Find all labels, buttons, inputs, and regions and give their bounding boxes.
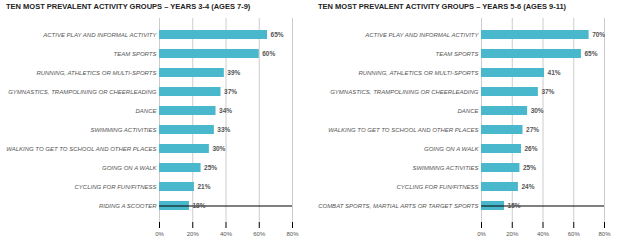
svg-text:WALKING TO GET TO SCHOOL AND O: WALKING TO GET TO SCHOOL AND OTHER PLACE… xyxy=(328,127,478,133)
svg-text:37%: 37% xyxy=(541,88,554,95)
svg-text:SWIMMING ACTIVITIES: SWIMMING ACTIVITIES xyxy=(90,127,156,133)
svg-text:65%: 65% xyxy=(271,31,284,38)
svg-text:COMBAT SPORTS, MARTIAL ARTS OR: COMBAT SPORTS, MARTIAL ARTS OR TARGET SP… xyxy=(318,203,478,209)
svg-text:GYMNASTICS, TRAMPOLINING OR CH: GYMNASTICS, TRAMPOLINING OR CHEERLEADING xyxy=(330,89,479,95)
svg-text:34%: 34% xyxy=(219,107,232,114)
svg-text:GOING ON A WALK: GOING ON A WALK xyxy=(424,146,479,152)
svg-text:GYMNASTICS, TRAMPOLINING OR CH: GYMNASTICS, TRAMPOLINING OR CHEERLEADING xyxy=(8,89,157,95)
svg-text:24%: 24% xyxy=(521,183,534,190)
svg-text:20%: 20% xyxy=(506,231,519,237)
svg-text:40%: 40% xyxy=(537,231,550,237)
svg-text:TEAM SPORTS: TEAM SPORTS xyxy=(114,51,157,57)
svg-text:27%: 27% xyxy=(526,126,539,133)
svg-text:25%: 25% xyxy=(523,164,536,171)
svg-text:WALKING TO GET TO SCHOOL AND O: WALKING TO GET TO SCHOOL AND OTHER PLACE… xyxy=(6,146,156,152)
svg-text:80%: 80% xyxy=(286,231,299,237)
svg-text:26%: 26% xyxy=(524,145,537,152)
svg-text:ACTIVE PLAY AND INFORMAL ACTIV: ACTIVE PLAY AND INFORMAL ACTIVITY xyxy=(364,32,479,38)
svg-text:0%: 0% xyxy=(477,231,486,237)
svg-text:65%: 65% xyxy=(584,50,597,57)
svg-text:39%: 39% xyxy=(227,69,240,76)
svg-text:SWIMMING ACTIVITIES: SWIMMING ACTIVITIES xyxy=(412,165,478,171)
svg-text:CYCLING FOR FUN/FITNESS: CYCLING FOR FUN/FITNESS xyxy=(396,184,478,190)
svg-text:RUNNING, ATHLETICS OR MULTI-SP: RUNNING, ATHLETICS OR MULTI-SPORTS xyxy=(358,70,478,76)
svg-text:40%: 40% xyxy=(220,231,233,237)
svg-text:60%: 60% xyxy=(253,231,266,237)
svg-text:0%: 0% xyxy=(155,231,164,237)
svg-text:CYCLING FOR FUN/FITNESS: CYCLING FOR FUN/FITNESS xyxy=(74,184,156,190)
svg-text:ACTIVE PLAY AND INFORMAL ACTIV: ACTIVE PLAY AND INFORMAL ACTIVITY xyxy=(42,32,157,38)
svg-text:18%: 18% xyxy=(192,202,205,209)
html-text:TEN MOST PREVALENT ACTIVITY GR: TEN MOST PREVALENT ACTIVITY GROUPS – YEA… xyxy=(318,2,567,11)
svg-text:70%: 70% xyxy=(592,31,605,38)
svg-text:30%: 30% xyxy=(212,145,225,152)
svg-text:21%: 21% xyxy=(197,183,210,190)
svg-text:37%: 37% xyxy=(224,88,237,95)
svg-text:25%: 25% xyxy=(204,164,217,171)
svg-text:DANCE: DANCE xyxy=(135,108,157,114)
svg-text:GOING ON A WALK: GOING ON A WALK xyxy=(102,165,157,171)
svg-text:60%: 60% xyxy=(262,50,275,57)
svg-text:DANCE: DANCE xyxy=(457,108,479,114)
svg-text:15%: 15% xyxy=(508,202,521,209)
svg-text:TEAM SPORTS: TEAM SPORTS xyxy=(436,51,479,57)
svg-text:RIDING A SCOOTER: RIDING A SCOOTER xyxy=(99,203,157,209)
svg-text:80%: 80% xyxy=(598,231,611,237)
svg-text:41%: 41% xyxy=(548,69,561,76)
svg-text:60%: 60% xyxy=(568,231,581,237)
svg-text:33%: 33% xyxy=(217,126,230,133)
html-text:TEN MOST PREVALENT ACTIVITY GR: TEN MOST PREVALENT ACTIVITY GROUPS – YEA… xyxy=(6,2,251,11)
svg-text:RUNNING, ATHLETICS OR MULTI-SP: RUNNING, ATHLETICS OR MULTI-SPORTS xyxy=(36,70,156,76)
svg-text:20%: 20% xyxy=(187,231,200,237)
svg-text:30%: 30% xyxy=(531,107,544,114)
